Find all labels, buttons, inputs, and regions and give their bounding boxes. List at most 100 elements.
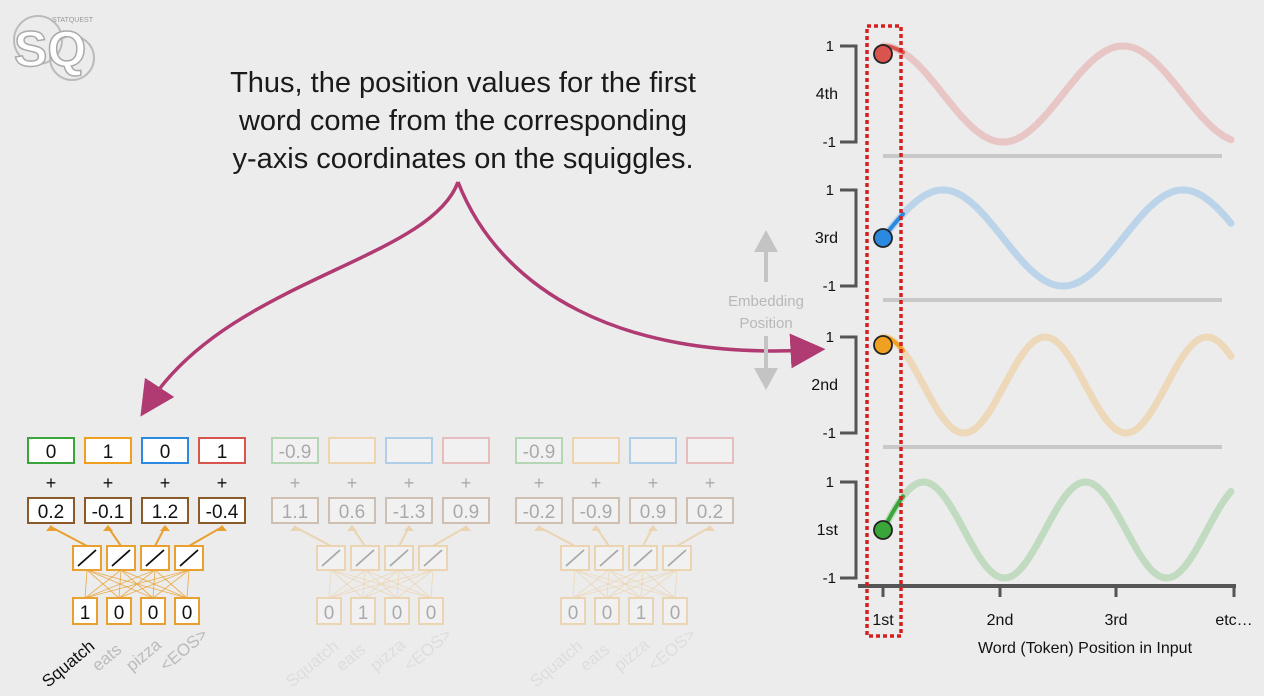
network-connection — [362, 569, 434, 599]
y-tick-bottom: -1 — [823, 278, 836, 295]
input-bit: 1 — [80, 603, 91, 624]
y-axis-bracket — [849, 44, 858, 144]
node-output-arrowhead — [46, 525, 56, 531]
chart-row-1st: 1 -1 1st — [817, 474, 1235, 587]
network-connection — [330, 569, 432, 599]
network-connection — [674, 569, 678, 599]
first-position-highlight — [865, 24, 903, 638]
position-value-box — [385, 437, 433, 464]
network-connection — [608, 569, 676, 599]
identity-function-line — [389, 549, 409, 567]
input-bit-box — [106, 597, 132, 625]
network-connection — [330, 569, 398, 599]
weight-value-box — [686, 497, 734, 524]
input-bit: 0 — [182, 603, 193, 624]
connector-arrows — [140, 181, 826, 417]
network-connection — [574, 569, 676, 599]
input-bit: 0 — [392, 603, 403, 624]
position-value: -0.9 — [279, 442, 312, 463]
position-value: 0 — [160, 442, 171, 463]
input-bit: 1 — [358, 603, 369, 624]
network-connection — [328, 569, 434, 599]
input-word: Squatch — [282, 636, 342, 691]
position-value: -0.9 — [523, 442, 556, 463]
network-connection — [430, 569, 434, 599]
embedding-group-1: 0 +0.2 1 + -0.1 0 +1.2 1 + -0.4 1 0 0 0 Squatcheatspiz… — [27, 437, 246, 691]
axis-label-line-2: Position — [739, 315, 792, 332]
weight-value-box — [84, 497, 132, 524]
position-value: 0 — [46, 442, 57, 463]
network-connection — [606, 569, 644, 599]
position-value-box — [572, 437, 620, 464]
input-bit: 0 — [148, 603, 159, 624]
y-axis-bracket — [849, 480, 858, 580]
weight-value: -0.9 — [580, 502, 613, 523]
squiggle-curve — [879, 42, 1235, 146]
node-output-arrow — [398, 526, 410, 547]
node-output-arrowhead — [461, 525, 471, 531]
input-bit-box — [350, 597, 376, 625]
node-output-arrow — [595, 526, 610, 547]
network-connection — [606, 569, 678, 599]
node-output-arrow — [642, 526, 654, 547]
caption-line-2: word come from the corresponding — [238, 105, 688, 137]
embedding-group-2: -0.9 +1.1 +0.6 + -1.3 +0.9 0 1 0 0 Squatcheatspizz… — [271, 437, 490, 691]
y-tick-top: 1 — [826, 38, 834, 55]
weight-value: -0.4 — [206, 502, 239, 523]
weight-value-box — [515, 497, 563, 524]
weight-value-box — [27, 497, 75, 524]
network-connection — [574, 569, 608, 599]
node-output-arrow — [294, 526, 332, 547]
identity-function-line — [77, 549, 97, 567]
x-tick-label: 3rd — [1104, 612, 1127, 629]
row-label: 4th — [816, 86, 838, 103]
position-value-box — [328, 437, 376, 464]
identity-function-line — [321, 549, 341, 567]
network-connection — [398, 569, 432, 599]
weight-value: 1.1 — [282, 502, 308, 523]
network-connection — [364, 569, 432, 599]
chart-row-4th: 1 -1 4th — [816, 38, 1235, 158]
activation-node — [628, 545, 658, 571]
plus-sign: + — [404, 473, 415, 493]
input-bit-box — [72, 597, 98, 625]
identity-function-line — [355, 549, 375, 567]
position-value-box — [515, 437, 563, 464]
position-value-box — [198, 437, 246, 464]
network-connection — [328, 569, 400, 599]
weight-value: 0.2 — [38, 502, 64, 523]
activation-node — [350, 545, 380, 571]
input-bit: 0 — [114, 603, 125, 624]
logo-tagline: STATQUEST — [52, 17, 94, 24]
axis-label-line-1: Embedding — [728, 293, 804, 310]
input-bit-box — [628, 597, 654, 625]
position-value-box — [141, 437, 189, 464]
position-value-box — [686, 437, 734, 464]
input-word: eats — [332, 640, 369, 675]
weight-value-box — [572, 497, 620, 524]
node-output-arrow — [50, 526, 88, 547]
row-label: 1st — [817, 522, 839, 539]
weight-value-box — [328, 497, 376, 524]
input-word: pizza — [366, 635, 409, 675]
y-tick-bottom: -1 — [823, 570, 836, 587]
row-label: 3rd — [815, 230, 838, 247]
logo-ring-q — [49, 35, 95, 81]
embedding-position-axis: Embedding Position — [728, 230, 804, 390]
network-connection — [86, 569, 154, 599]
input-bit: 0 — [324, 603, 335, 624]
network-connection — [608, 569, 642, 599]
weight-value: 0.6 — [339, 502, 365, 523]
network-connection — [364, 569, 398, 599]
input-bit-box — [662, 597, 688, 625]
node-output-arrowhead — [534, 525, 544, 531]
input-word: Squatch — [526, 636, 586, 691]
position-value: 1 — [103, 442, 114, 463]
plus-sign: + — [705, 473, 716, 493]
activation-node — [316, 545, 346, 571]
chart-row-3rd: 1 -1 3rd — [815, 182, 1235, 302]
x-tick-label: 1st — [872, 612, 894, 629]
weight-value: -1.3 — [393, 502, 426, 523]
plus-sign: + — [217, 473, 228, 493]
input-bit-box — [418, 597, 444, 625]
